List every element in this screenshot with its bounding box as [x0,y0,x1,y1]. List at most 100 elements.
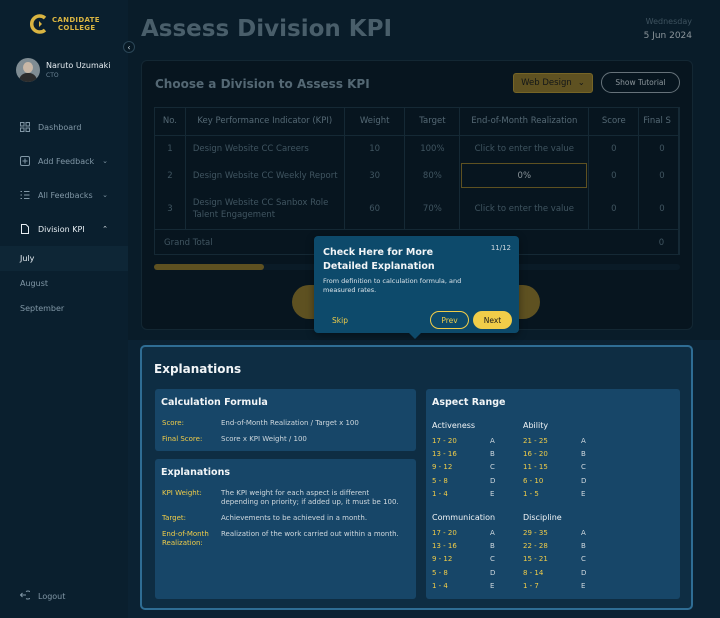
kpi-weight-label: KPI Weight: [162,489,202,497]
column-header-realization: End-of-Month Realization [459,108,590,136]
logout-button[interactable]: Logout [19,590,65,602]
sidebar-item-label: Dashboard [38,122,82,132]
logout-icon [19,590,33,602]
aspect-range: 1 - 4 [432,490,448,498]
aspect-range: 9 - 12 [432,463,453,471]
collapse-sidebar-button[interactable]: ‹ [123,41,135,53]
aspect-grade: D [490,569,496,577]
realization-input[interactable]: 0% [461,163,588,188]
user-profile[interactable]: Naruto Uzumaki CTO [16,58,111,82]
card-title: Calculation Formula [161,397,268,408]
cell-target: 70% [404,189,461,229]
aspect-grade: E [490,490,495,498]
tutorial-tooltip: Check Here for More Detailed Explanation… [314,236,519,339]
chevron-down-icon: ⌄ [102,157,108,165]
cell-final-score: 0 [638,189,679,229]
sidebar-item-dashboard[interactable]: Dashboard [0,110,128,144]
user-role: CTO [46,72,59,79]
skip-button[interactable]: Skip [332,316,348,325]
kpi-weight-definition: The KPI weight for each aspect is differ… [221,489,399,506]
cell-weight: 30 [344,162,406,189]
column-header-score: Score [588,108,640,136]
aspect-grade: D [581,477,587,485]
card-title: Aspect Range [432,397,506,408]
realization-label: End-of-Month Realization: [162,530,209,547]
realization-input[interactable]: Click to enter the value [459,189,590,229]
target-definition: Achievements to be achieved in a month. [221,514,368,522]
next-button[interactable]: Next [473,311,512,329]
date-full: 5 Jun 2024 [643,31,692,41]
chevron-up-icon: ⌃ [102,225,108,233]
definitions-card: Explanations KPI Weight: The KPI weight … [155,459,416,599]
cell-target: 100% [404,135,461,162]
cell-weight: 60 [344,189,406,229]
kpi-table: No. Key Performance Indicator (KPI) Weig… [154,107,680,255]
brand-line-1: CANDIDATE [52,16,100,24]
aspect-group-title: Activeness [432,421,476,430]
candidate-college-logo-icon [29,14,48,34]
aspect-grade: E [581,582,586,590]
aspect-range: 6 - 10 [523,477,544,485]
aspect-range: 16 - 20 [523,450,548,458]
cell-no: 2 [155,162,186,189]
brand-line-2: COLLEGE [58,24,96,32]
aspect-group-title: Discipline [523,513,562,522]
calculation-formula-card: Calculation Formula Score: End-of-Month … [155,389,416,451]
aspect-grade: B [581,542,586,550]
aspect-grade: C [490,555,495,563]
sidebar-subitem-july[interactable]: July [0,246,128,271]
division-select-value: Web Design [521,78,572,88]
aspect-range: 29 - 35 [523,529,548,537]
cell-weight: 10 [344,135,406,162]
aspect-range: 1 - 5 [523,490,539,498]
card-title: Explanations [161,467,231,478]
final-score-formula: Score x KPI Weight / 100 [221,435,307,443]
cell-no: 1 [155,135,186,162]
aspect-group-title: Ability [523,421,549,430]
tooltip-step-counter: 11/12 [490,244,511,252]
sidebar-subitem-september[interactable]: September [20,304,65,313]
show-tutorial-button[interactable]: Show Tutorial [601,72,680,93]
aspect-range: 5 - 8 [432,569,448,577]
aspect-grade: E [581,490,586,498]
chevron-left-icon: ‹ [127,42,131,52]
list-icon [20,190,30,200]
column-header-no: No. [155,108,186,136]
division-select[interactable]: Web Design ⌄ [513,73,593,93]
prev-button[interactable]: Prev [430,311,469,329]
table-row: 3 Design Website CC Sanbox Role Talent E… [155,189,679,229]
column-header-final-score: Final S [638,108,679,136]
column-header-kpi: Key Performance Indicator (KPI) [185,108,345,136]
grid-icon [20,122,30,132]
aspect-range: 11 - 15 [523,463,548,471]
aspect-range: 1 - 7 [523,582,539,590]
target-label: Target: [162,514,187,522]
sidebar-item-label: All Feedbacks [38,190,93,200]
aspect-range: 13 - 16 [432,542,457,550]
aspect-grade: A [581,529,586,537]
explanations-title: Explanations [154,362,242,376]
explanations-panel: Explanations Calculation Formula Score: … [140,345,693,610]
sidebar-subitem-august[interactable]: August [20,279,48,288]
aspect-range: 5 - 8 [432,477,448,485]
sidebar-item-all-feedbacks[interactable]: All Feedbacks ⌄ [0,178,128,212]
table-row: 2 Design Website CC Weekly Report 30 80%… [155,162,679,189]
scrollbar-thumb[interactable] [154,264,265,270]
sidebar-item-division-kpi[interactable]: Division KPI ⌃ [0,212,128,246]
column-header-weight: Weight [344,108,406,136]
sidebar-item-label: Division KPI [38,224,85,234]
score-label: Score: [162,419,184,427]
chevron-down-icon: ⌄ [102,191,108,199]
aspect-grade: A [581,437,586,445]
realization-input[interactable]: Click to enter the value [459,135,590,162]
aspect-grade: B [490,542,495,550]
aspect-range: 17 - 20 [432,529,457,537]
cell-final-score: 0 [638,135,679,162]
column-header-target: Target [404,108,461,136]
date-weekday: Wednesday [645,17,692,26]
brand-logo[interactable]: CANDIDATE COLLEGE [29,14,100,34]
aspect-grade: C [490,463,495,471]
sidebar: CANDIDATE COLLEGE Naruto Uzumaki CTO Das… [0,0,128,618]
plus-square-icon [20,156,30,166]
sidebar-item-add-feedback[interactable]: Add Feedback ⌄ [0,144,128,178]
